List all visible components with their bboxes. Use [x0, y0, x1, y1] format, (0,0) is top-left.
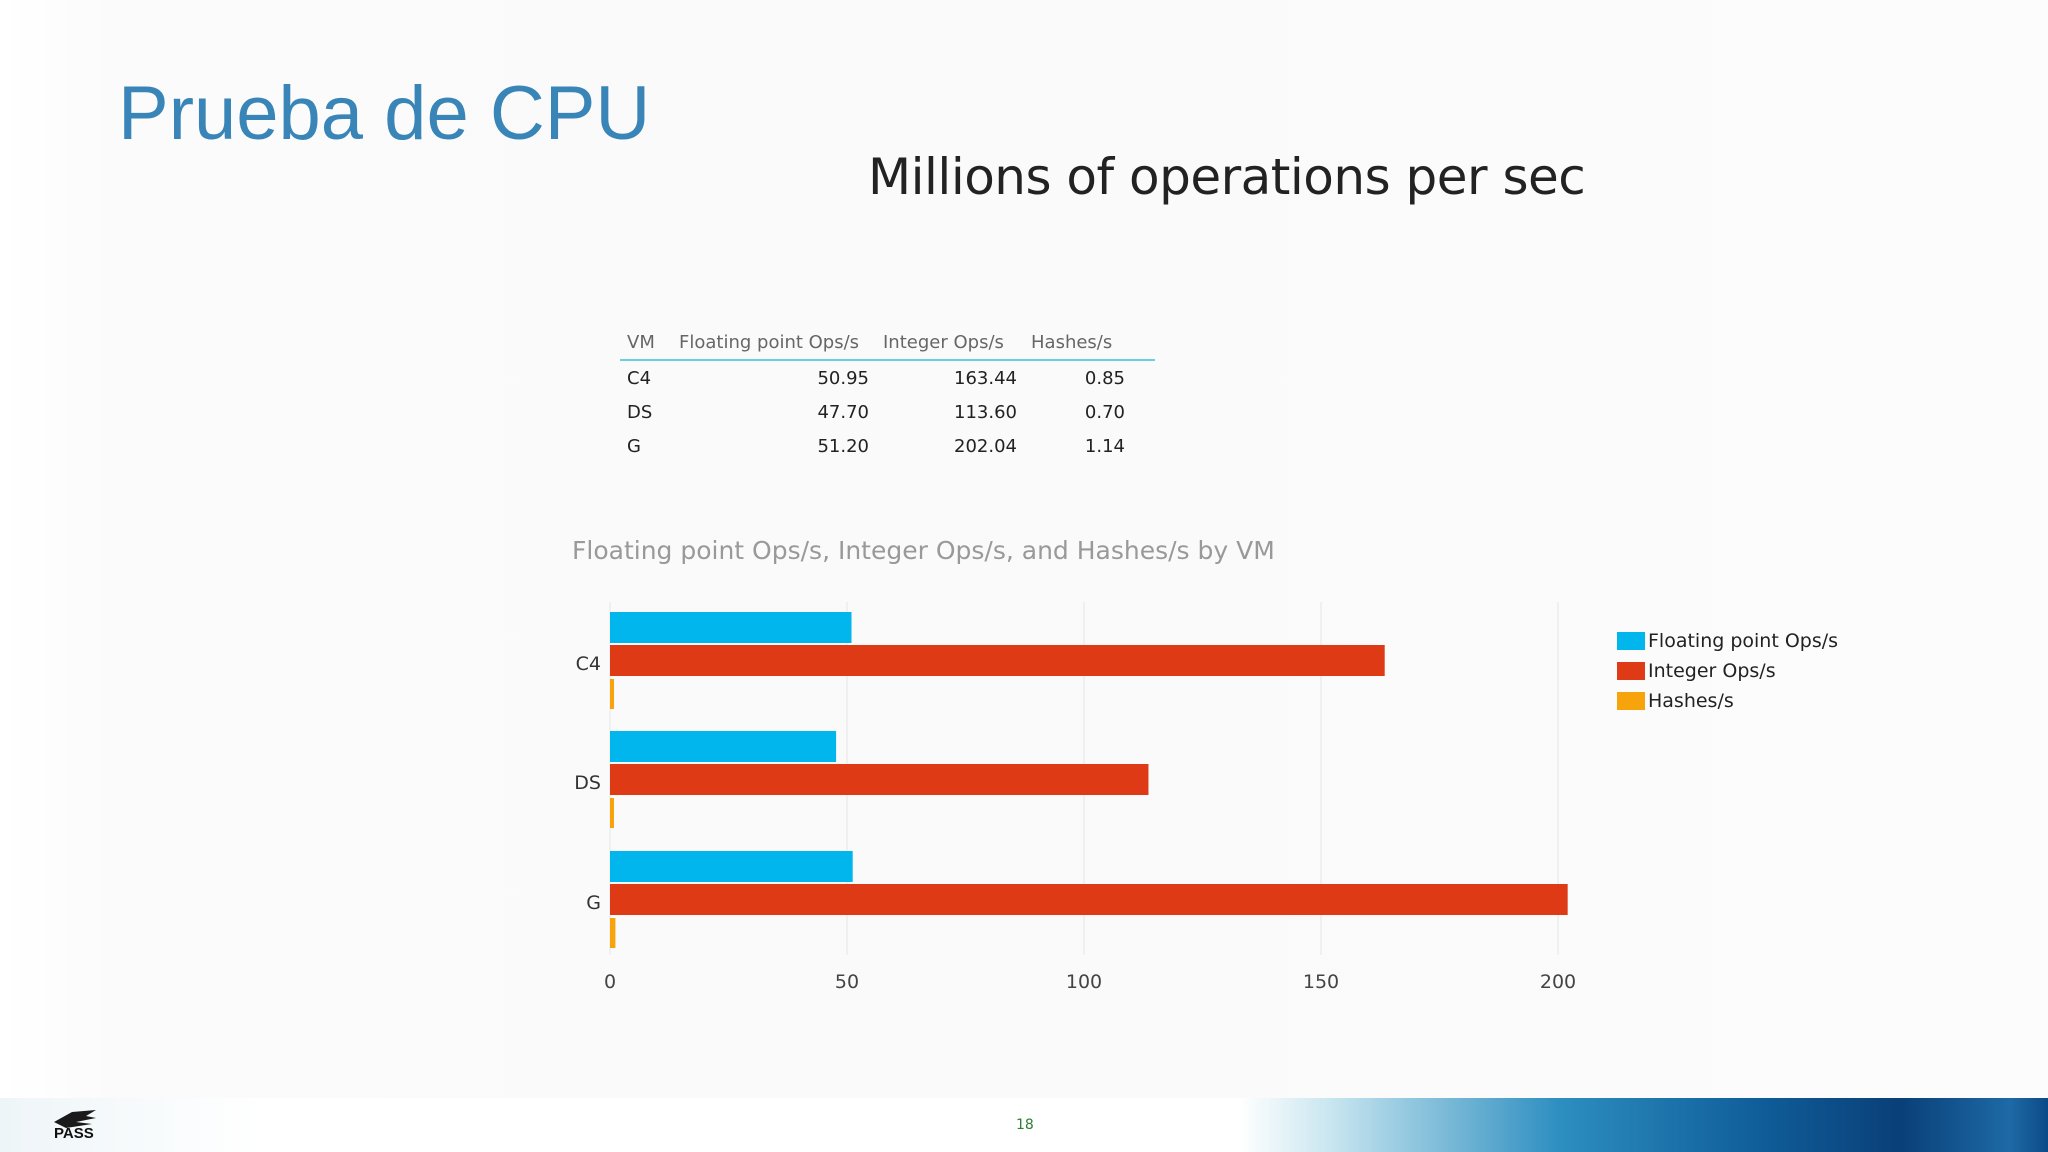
pass-logo-icon [54, 1110, 96, 1128]
bar-floating-point [610, 731, 837, 762]
bar-hashes [610, 679, 615, 709]
x-tick-label: 200 [1540, 971, 1576, 993]
table-cell-integer: 163.44 [954, 368, 1017, 389]
legend-swatch-floating [1617, 632, 1645, 650]
table-cell-vm: C4 [627, 368, 652, 389]
legend-item-integer: Integer Ops/s [1617, 656, 1838, 686]
x-tick-label: 100 [1066, 971, 1102, 993]
table-cell-floating: 51.20 [817, 436, 869, 457]
table-cell-hashes: 1.14 [1084, 436, 1125, 457]
bar-floating-point [610, 612, 852, 643]
data-table: VM Floating point Ops/s Integer Ops/s Ha… [620, 328, 1155, 463]
page-number: 18 [1016, 1117, 1034, 1133]
category-label: DS [574, 772, 601, 794]
legend-label-hashes: Hashes/s [1648, 690, 1734, 712]
chart-subtitle: Floating point Ops/s, Integer Ops/s, and… [572, 536, 1275, 565]
legend-swatch-hashes [1617, 692, 1645, 710]
table-cell-hashes: 0.70 [1084, 402, 1125, 423]
x-tick-label: 50 [835, 971, 859, 993]
table-row: DS 47.70 113.60 0.70 [620, 395, 1155, 429]
bar-integer [610, 884, 1568, 915]
table-header-row: VM Floating point Ops/s Integer Ops/s Ha… [620, 328, 1155, 361]
bar-integer [610, 645, 1385, 676]
legend-label-integer: Integer Ops/s [1648, 660, 1776, 682]
bar-hashes [610, 918, 616, 948]
chart-title: Millions of operations per sec [868, 148, 1586, 206]
legend-swatch-integer [1617, 662, 1645, 680]
table-cell-vm: DS [627, 402, 653, 423]
column-header-hashes: Hashes/s [1024, 328, 1155, 361]
legend-label-floating: Floating point Ops/s [1648, 630, 1839, 652]
table-cell-floating: 50.95 [817, 368, 869, 389]
x-tick-label: 0 [604, 971, 616, 993]
column-header-floating: Floating point Ops/s [672, 328, 876, 361]
table-cell-integer: 202.04 [954, 436, 1017, 457]
column-header-integer: Integer Ops/s [876, 328, 1024, 361]
table-row: G 51.20 202.04 1.14 [620, 429, 1155, 463]
legend-item-floating: Floating point Ops/s [1617, 626, 1838, 656]
footer-bar [0, 1098, 2048, 1152]
table-cell-hashes: 0.85 [1084, 368, 1125, 389]
table-cell-floating: 47.70 [817, 402, 869, 423]
bar-floating-point [610, 851, 853, 882]
category-label: C4 [576, 653, 601, 675]
bar-integer [610, 764, 1149, 795]
chart-legend: Floating point Ops/s Integer Ops/s Hashe… [1617, 626, 1838, 716]
table-cell-vm: G [627, 436, 641, 457]
x-tick-label: 150 [1303, 971, 1339, 993]
legend-item-hashes: Hashes/s [1617, 686, 1838, 716]
table-row: C4 50.95 163.44 0.85 [620, 360, 1155, 395]
column-header-vm: VM [620, 328, 672, 361]
footer-logo-text: PASS [54, 1125, 94, 1142]
slide-title: Prueba de CPU [118, 71, 651, 156]
bar-hashes [610, 798, 614, 828]
table-cell-integer: 113.60 [954, 402, 1017, 423]
category-label: G [586, 892, 601, 914]
